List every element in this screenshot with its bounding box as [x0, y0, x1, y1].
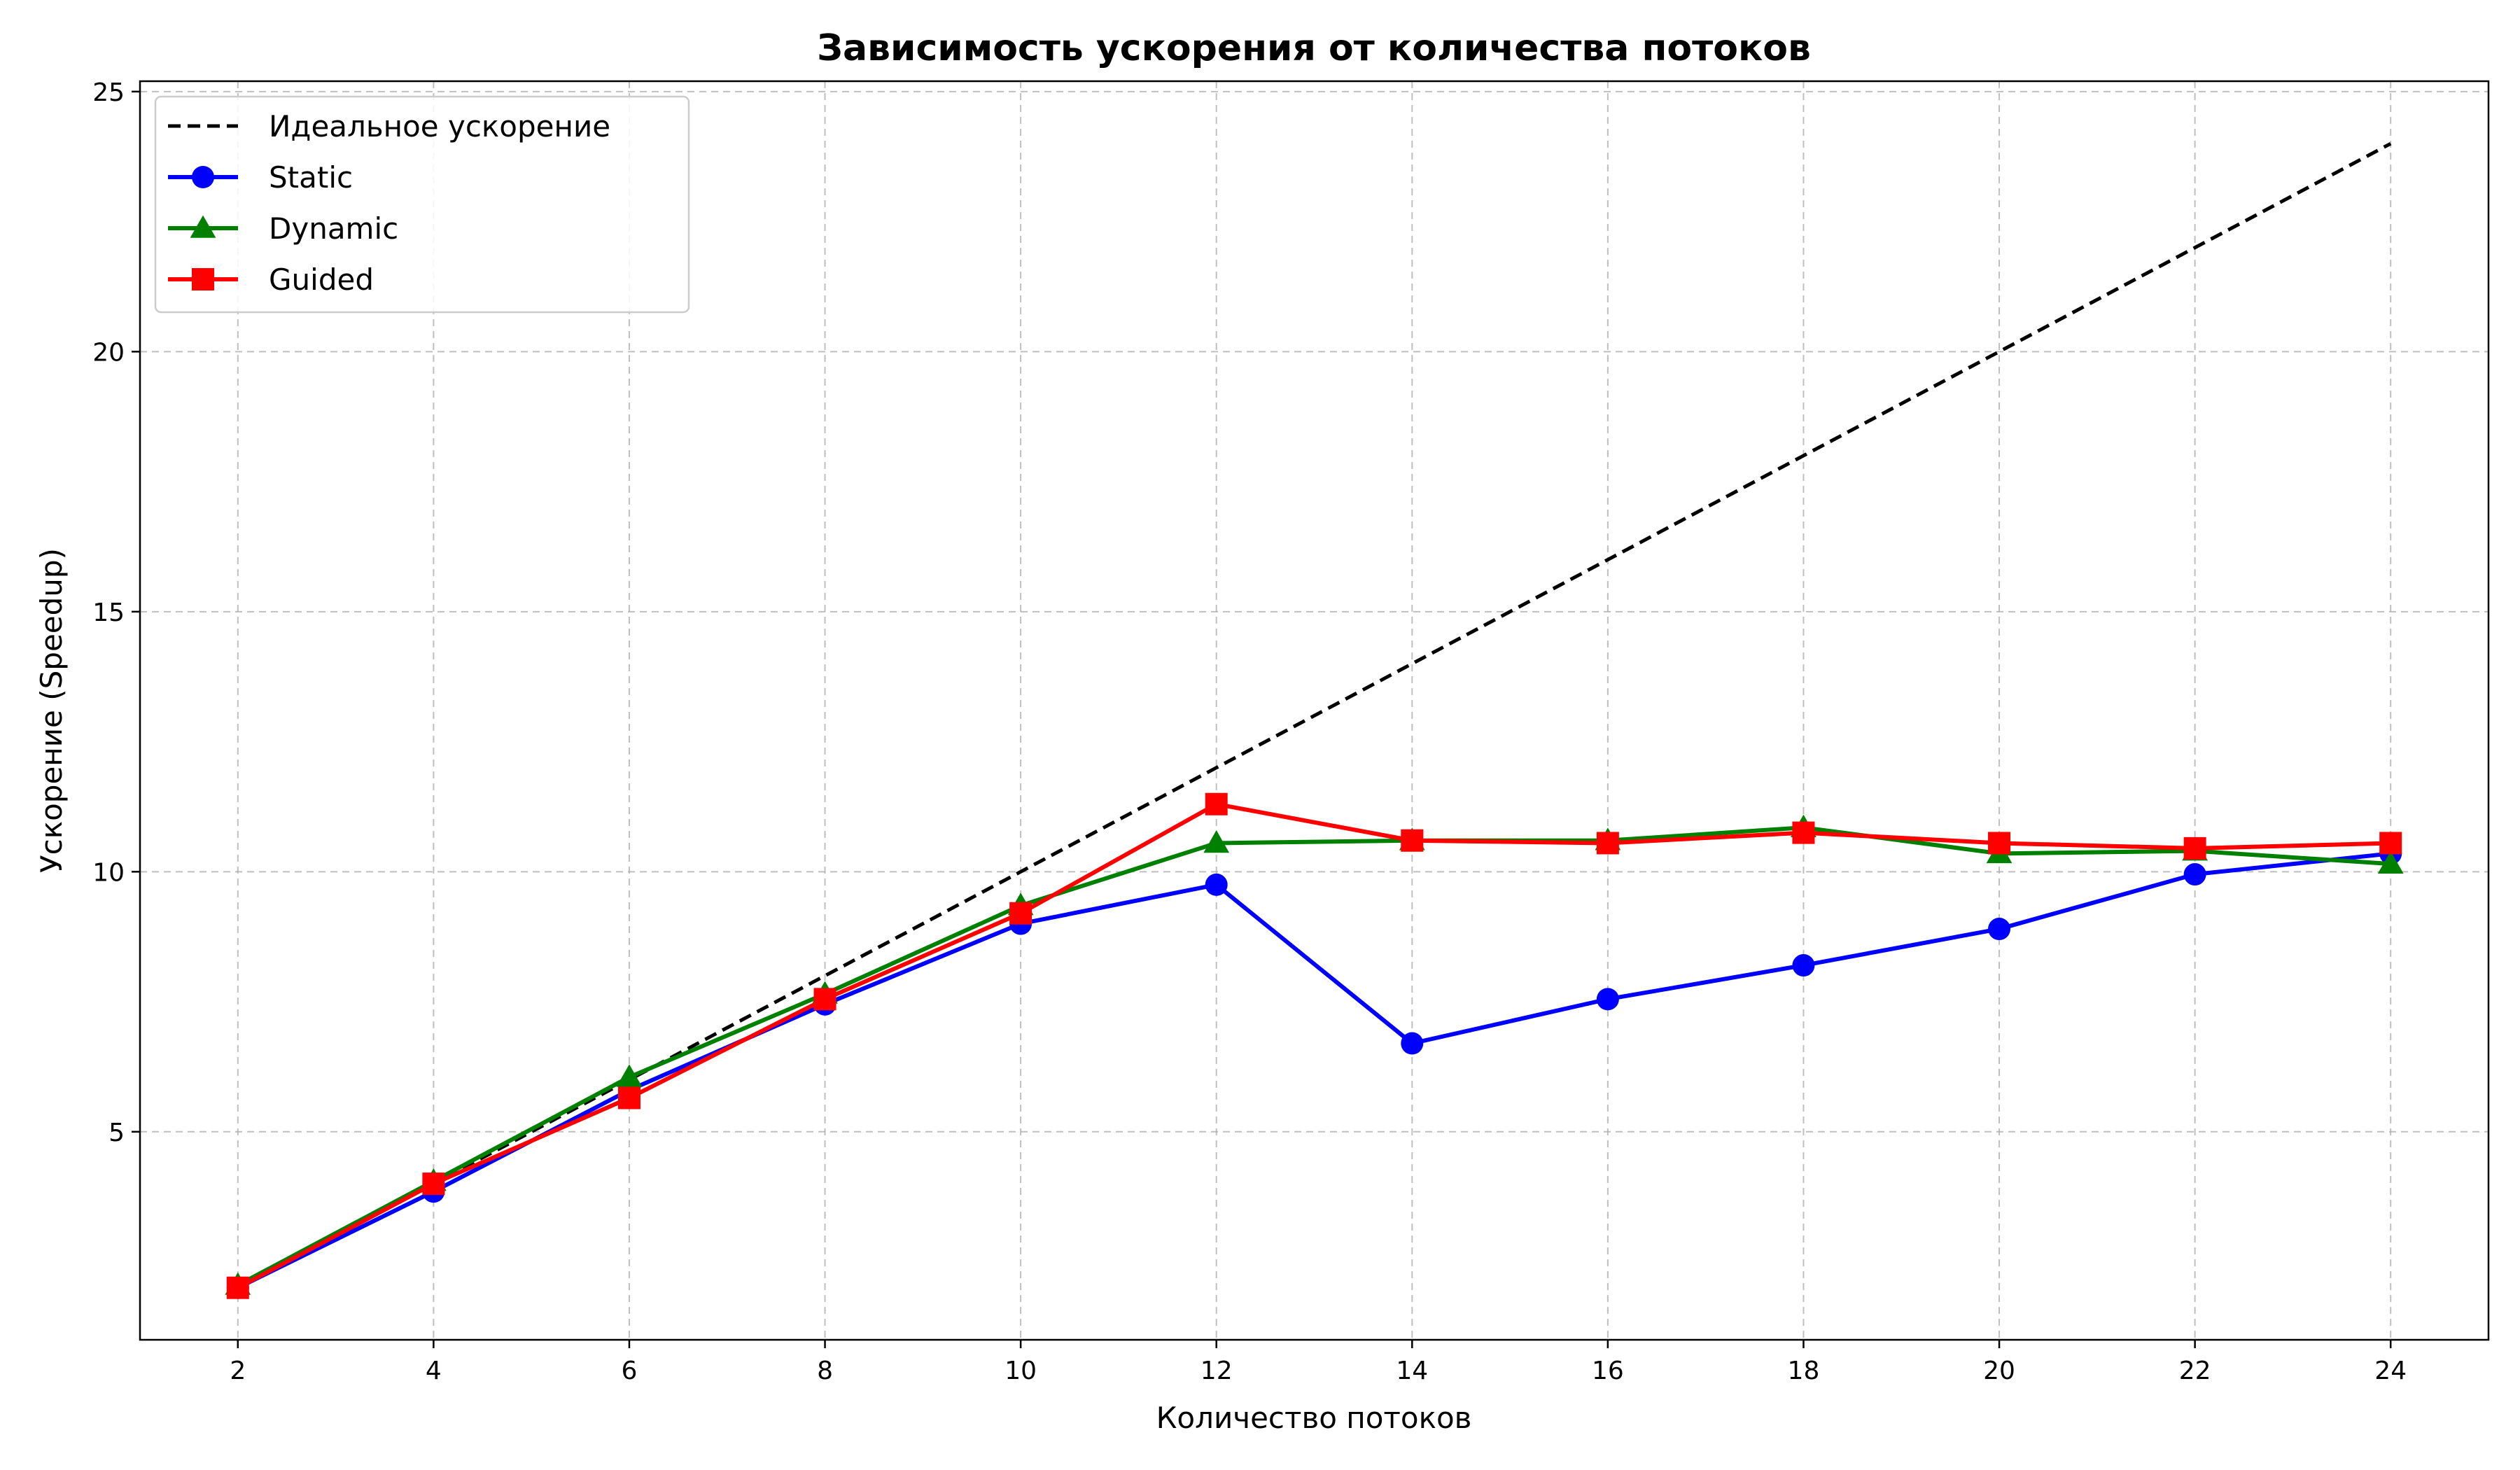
- data-point: [616, 1064, 643, 1087]
- data-point: [1401, 1032, 1424, 1055]
- data-point: [1203, 830, 1230, 853]
- legend-box: [154, 95, 690, 314]
- x-tick-label: 18: [1788, 1357, 1820, 1385]
- x-tick-label: 4: [426, 1357, 442, 1385]
- x-tick-label: 12: [1200, 1357, 1233, 1385]
- y-tick-label: 20: [92, 338, 125, 367]
- chart-title: Зависимость ускорения от количества пото…: [817, 27, 1811, 69]
- y-tick-label: 25: [92, 78, 125, 107]
- y-tick-label: 15: [92, 598, 125, 627]
- data-point: [2183, 863, 2206, 886]
- x-tick-label: 14: [1396, 1357, 1428, 1385]
- data-point: [1009, 902, 1032, 925]
- legend-swatch-marker: [192, 268, 214, 290]
- data-point: [617, 1086, 640, 1110]
- legend: Идеальное ускорение Static Dynamic Guided: [154, 95, 690, 314]
- legend-swatch-marker: [190, 215, 216, 238]
- plot-area-frame: [139, 80, 2490, 1341]
- data-point: [2183, 836, 2206, 860]
- data-point: [2379, 832, 2402, 855]
- data-point: [422, 1172, 445, 1196]
- series-line: [237, 851, 2391, 1290]
- series-guided: [226, 792, 2402, 1299]
- data-point: [1205, 792, 1228, 816]
- y-tick-label: 10: [92, 858, 125, 887]
- data-point: [813, 988, 836, 1011]
- x-tick-label: 20: [1983, 1357, 2015, 1385]
- x-tick-label: 8: [817, 1357, 833, 1385]
- x-tick-label: 2: [230, 1357, 246, 1385]
- legend-entry-label: Dynamic: [269, 211, 398, 246]
- series-layer: [225, 141, 2404, 1299]
- x-axis-label: Количество потоков: [1156, 1401, 1472, 1435]
- series-line: [237, 141, 2392, 1289]
- data-point: [1401, 829, 1424, 852]
- x-tick-label: 16: [1592, 1357, 1624, 1385]
- data-point: [1988, 832, 2011, 855]
- data-point: [226, 1276, 249, 1299]
- data-point: [1596, 988, 1619, 1011]
- y-tick-label: 5: [108, 1119, 125, 1147]
- data-point: [1596, 832, 1619, 855]
- data-point: [1988, 918, 2011, 941]
- data-point: [1205, 873, 1228, 896]
- x-tick-label: 24: [2374, 1357, 2407, 1385]
- x-tick-label: 6: [622, 1357, 638, 1385]
- legend-entry-label: Static: [269, 160, 353, 195]
- legend-entry-label: Идеальное ускорение: [269, 109, 610, 144]
- data-point: [1792, 954, 1815, 977]
- data-point: [2377, 850, 2404, 874]
- data-point: [1792, 821, 1815, 844]
- y-axis-label: Ускорение (Speedup): [34, 548, 69, 873]
- x-tick-label: 10: [1004, 1357, 1037, 1385]
- series-ideal: [237, 141, 2392, 1289]
- grid: [140, 81, 2488, 1340]
- legend-entry-label: Guided: [269, 262, 374, 297]
- series-line: [237, 802, 2391, 1290]
- legend-swatch-marker: [192, 166, 214, 188]
- x-tick-label: 22: [2179, 1357, 2211, 1385]
- series-line: [237, 825, 2391, 1287]
